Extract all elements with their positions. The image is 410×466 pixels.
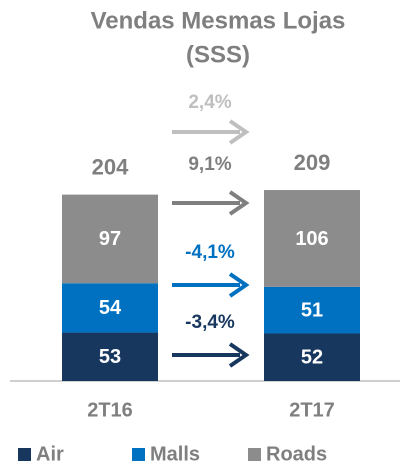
change-arrow	[172, 272, 250, 298]
legend-swatch	[18, 448, 31, 461]
total-label: 209	[294, 150, 331, 175]
legend-swatch	[248, 448, 261, 461]
bar-segment	[62, 283, 158, 333]
bar-segment	[264, 333, 360, 381]
change-arrow	[172, 119, 250, 145]
value-label: 51	[301, 299, 323, 321]
bar-segment	[264, 286, 360, 334]
bar-segment	[264, 190, 360, 287]
legend-label: Malls	[150, 443, 200, 465]
value-label: 53	[99, 346, 121, 368]
legend-swatch	[132, 448, 145, 461]
legend-label: Air	[36, 443, 64, 465]
value-label: 97	[99, 228, 121, 250]
change-label: 2,4%	[188, 92, 231, 113]
chart-title: (SSS)	[186, 41, 250, 68]
value-label: 52	[301, 347, 323, 369]
change-label: 9,1%	[188, 154, 231, 175]
change-arrow	[172, 190, 250, 216]
value-label: 54	[99, 297, 122, 319]
chart-title: Vendas Mesmas Lojas	[91, 7, 346, 34]
legend-label: Roads	[266, 443, 327, 465]
change-label: -3,4%	[185, 312, 235, 333]
bar-segment	[62, 332, 158, 381]
bar-segment	[62, 194, 158, 284]
change-arrow	[172, 342, 250, 368]
total-label: 204	[92, 154, 129, 179]
change-label: -4,1%	[185, 242, 235, 263]
x-tick-label: 2T17	[289, 399, 335, 421]
x-tick-label: 2T16	[87, 399, 133, 421]
value-label: 106	[295, 228, 328, 250]
